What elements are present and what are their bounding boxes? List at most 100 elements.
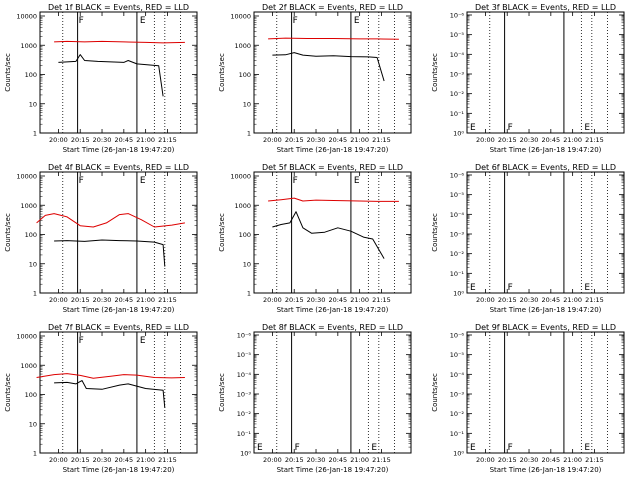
y-tick-label: 10 <box>243 100 251 108</box>
x-tick-label: 20:00 <box>263 136 282 144</box>
y-axis-label: Counts/sec <box>431 213 439 252</box>
event-marker: F <box>79 16 84 26</box>
x-tick-label: 20:45 <box>541 136 560 144</box>
event-marker: E <box>470 443 476 453</box>
x-tick-label: 21:00 <box>350 456 369 464</box>
x-tick-label: 20:15 <box>285 296 304 304</box>
x-tick-label: 20:30 <box>93 456 112 464</box>
y-tick-label: 10⁻¹ <box>237 430 252 438</box>
event-marker: E <box>354 16 360 26</box>
x-tick-label: 20:45 <box>328 136 347 144</box>
x-tick-label: 21:00 <box>350 136 369 144</box>
plot-frame <box>253 171 412 294</box>
y-tick-label: 10000 <box>16 333 37 341</box>
y-axis-label: Counts/sec <box>218 53 226 92</box>
x-tick-label: 21:15 <box>372 296 391 304</box>
y-tick-label: 10000 <box>16 13 37 21</box>
event-marker: E <box>470 283 476 293</box>
event-marker: F <box>79 336 84 346</box>
event-marker: E <box>584 283 590 293</box>
x-tick-label: 20:30 <box>520 296 539 304</box>
panel-3: Det 3f BLACK = Events, RED = LLD Counts/s… <box>431 3 625 154</box>
y-tick-label: 1000 <box>234 42 251 50</box>
x-tick-label: 20:00 <box>49 136 68 144</box>
event-marker: E <box>140 176 146 186</box>
y-tick-label: 10000 <box>230 173 251 181</box>
plot-frame <box>466 331 625 454</box>
x-tick-label: 20:45 <box>114 456 133 464</box>
x-tick-label: 21:00 <box>136 296 155 304</box>
x-tick-label: 20:30 <box>520 136 539 144</box>
lld-series-line <box>54 40 185 44</box>
y-tick-label: 10⁻³ <box>450 391 465 399</box>
x-tick-label: 20:45 <box>114 296 133 304</box>
y-tick-label: 10⁻⁴ <box>450 371 465 379</box>
x-tick-label: 21:15 <box>585 296 604 304</box>
panel-title: Det 9f BLACK = Events, RED = LLD <box>475 323 616 332</box>
x-tick-label: 21:15 <box>158 456 177 464</box>
y-axis-label: Counts/sec <box>218 373 226 412</box>
x-tick-label: 21:15 <box>585 456 604 464</box>
x-tick-label: 21:00 <box>136 456 155 464</box>
y-tick-label: 10⁻⁵ <box>450 31 465 39</box>
y-tick-label: 10 <box>29 260 37 268</box>
events-series-line <box>58 54 164 97</box>
event-marker: F <box>508 283 513 293</box>
panel-5: Det 5f BLACK = Events, RED = LLD Counts/s… <box>218 163 412 314</box>
event-marker: F <box>293 16 298 26</box>
plot-frame <box>466 171 625 294</box>
x-tick-label: 20:15 <box>498 136 517 144</box>
event-marker: E <box>371 443 377 453</box>
event-marker: E <box>257 443 263 453</box>
y-tick-label: 100 <box>25 231 37 239</box>
panel-6: Det 6f BLACK = Events, RED = LLD Counts/s… <box>431 163 625 314</box>
panel-2: Det 2f BLACK = Events, RED = LLD Counts/s… <box>218 3 412 154</box>
y-axis-label: Counts/sec <box>4 53 12 92</box>
y-axis-label: Counts/sec <box>4 373 12 412</box>
panel-title: Det 7f BLACK = Events, RED = LLD <box>48 323 189 332</box>
y-tick-label: 10 <box>29 100 37 108</box>
y-tick-label: 1 <box>33 130 37 138</box>
events-series-line <box>54 380 166 408</box>
y-tick-label: 100 <box>25 391 37 399</box>
y-tick-label: 10⁻⁴ <box>237 371 252 379</box>
x-tick-label: 21:00 <box>563 296 582 304</box>
y-tick-label: 10000 <box>230 13 251 21</box>
x-axis-label: Start Time (26-Jan-18 19:47:20) <box>277 146 389 154</box>
y-tick-label: 1000 <box>20 362 37 370</box>
x-tick-label: 20:30 <box>93 136 112 144</box>
x-tick-label: 20:30 <box>93 296 112 304</box>
events-series-line <box>272 211 385 259</box>
event-marker: F <box>508 123 513 133</box>
panel-7: Det 7f BLACK = Events, RED = LLD Counts/s… <box>4 323 198 474</box>
lld-series-line <box>268 37 399 40</box>
x-tick-label: 20:00 <box>49 296 68 304</box>
events-series-line <box>54 239 166 267</box>
x-tick-label: 20:30 <box>307 296 326 304</box>
x-axis-label: Start Time (26-Jan-18 19:47:20) <box>490 306 602 314</box>
y-tick-label: 10⁻² <box>237 410 252 418</box>
y-tick-label: 10⁻⁴ <box>450 51 465 59</box>
y-tick-label: 10⁰ <box>453 130 464 138</box>
x-tick-label: 20:00 <box>476 456 495 464</box>
y-tick-label: 10⁻⁶ <box>237 332 252 340</box>
panel-title: Det 5f BLACK = Events, RED = LLD <box>262 163 403 172</box>
y-tick-label: 1 <box>33 450 37 458</box>
panel-title: Det 6f BLACK = Events, RED = LLD <box>475 163 616 172</box>
x-tick-label: 20:15 <box>285 456 304 464</box>
x-tick-label: 21:15 <box>372 136 391 144</box>
y-tick-label: 10⁻⁶ <box>450 172 465 180</box>
x-tick-label: 21:15 <box>158 136 177 144</box>
event-marker: E <box>584 123 590 133</box>
event-marker: F <box>293 176 298 186</box>
x-tick-label: 20:00 <box>476 136 495 144</box>
panel-title: Det 3f BLACK = Events, RED = LLD <box>475 3 616 12</box>
panel-9: Det 9f BLACK = Events, RED = LLD Counts/s… <box>431 323 625 474</box>
x-tick-label: 20:00 <box>49 456 68 464</box>
y-tick-label: 10 <box>29 420 37 428</box>
panel-title: Det 1f BLACK = Events, RED = LLD <box>48 3 189 12</box>
y-tick-label: 100 <box>239 71 251 79</box>
x-axis-label: Start Time (26-Jan-18 19:47:20) <box>277 466 389 474</box>
event-marker: F <box>295 443 300 453</box>
lld-series-line <box>36 373 185 379</box>
